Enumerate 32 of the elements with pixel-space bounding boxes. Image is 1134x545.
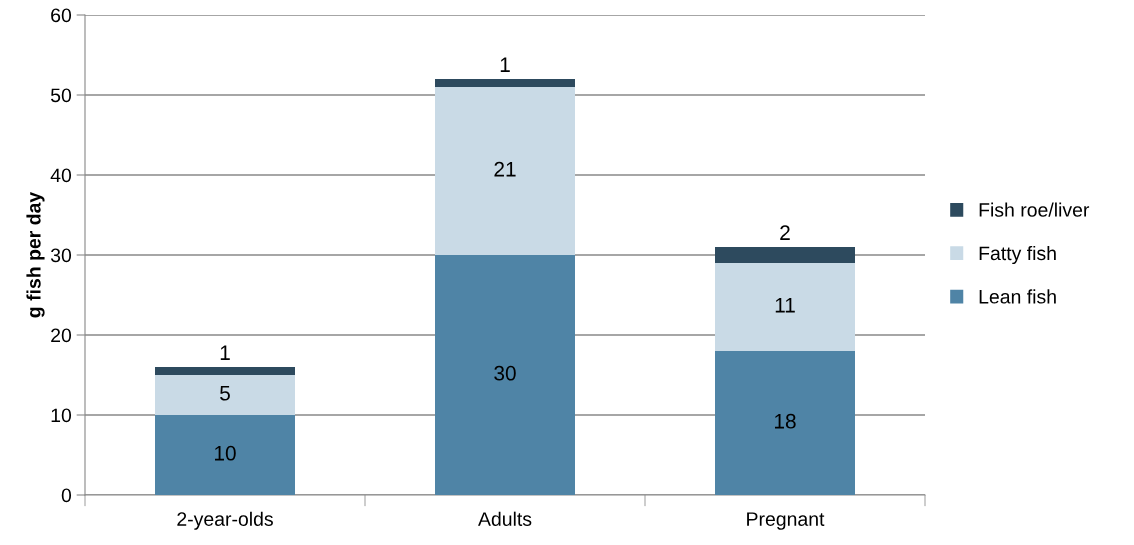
legend-label: Lean fish: [979, 289, 1056, 304]
data-label: 21: [494, 161, 516, 177]
data-label: 5: [220, 386, 230, 401]
data-label: 11: [775, 298, 795, 313]
y-tick-label: 10: [51, 408, 72, 423]
data-label: 30: [494, 365, 516, 381]
bar: [155, 375, 295, 415]
data-label: 1: [500, 57, 510, 72]
y-tick-label: 50: [50, 88, 72, 103]
bar: [435, 87, 575, 255]
data-label: 10: [215, 445, 236, 461]
y-tick-label: 60: [51, 8, 72, 23]
y-axis-title: g fish per day: [26, 191, 45, 318]
bar: [435, 79, 575, 87]
data-label: 1: [220, 345, 230, 360]
x-tick-label: Pregnant: [747, 512, 825, 530]
y-tick-label: 20: [51, 328, 72, 343]
legend-label: Fatty fish: [979, 245, 1056, 265]
bar: [435, 255, 575, 495]
legend-label: Fish roe/liver: [979, 202, 1090, 217]
bar: [715, 247, 855, 263]
bar: [715, 263, 855, 351]
data-label: 2: [780, 225, 790, 240]
bar: [155, 367, 295, 375]
x-tick-label: Adults: [478, 511, 532, 526]
data-label: 18: [775, 413, 796, 429]
y-tick-label: 40: [50, 168, 72, 183]
bar: [155, 415, 295, 495]
bar: [715, 351, 855, 495]
y-tick-label: 0: [61, 488, 72, 503]
x-tick-label: 2-year-olds: [177, 511, 273, 530]
y-tick-label: 30: [50, 248, 72, 263]
